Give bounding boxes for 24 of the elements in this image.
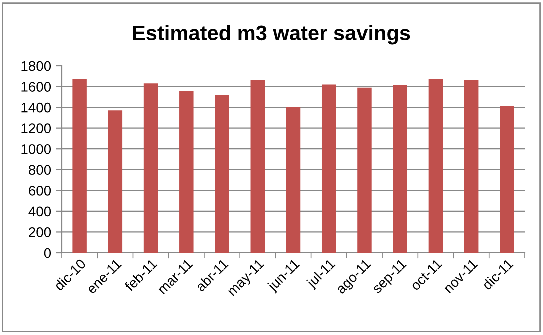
bar — [428, 78, 444, 253]
bar — [393, 85, 408, 253]
y-tick-label: 1800 — [22, 61, 52, 72]
bar — [72, 78, 87, 253]
bar — [215, 95, 230, 253]
bar — [322, 84, 336, 253]
y-tick-label: 600 — [29, 186, 52, 196]
y-tick-label: 1200 — [22, 124, 52, 134]
bar — [500, 106, 514, 253]
chart-title: Estimated m3 water savings — [133, 25, 410, 45]
bar — [250, 80, 266, 253]
bar — [464, 80, 479, 253]
bar — [108, 110, 123, 253]
y-tick-label: 800 — [29, 165, 52, 176]
bar — [144, 84, 158, 253]
bar — [180, 91, 194, 253]
bar — [358, 88, 372, 253]
bar — [286, 108, 301, 253]
y-tick-label: 1400 — [22, 102, 52, 113]
y-tick-label: 400 — [28, 206, 52, 217]
y-tick-label: 1600 — [22, 82, 52, 92]
y-tick-label: 1000 — [22, 144, 52, 154]
y-tick-label: 200 — [29, 228, 52, 238]
y-tick-label: 0 — [44, 248, 52, 258]
